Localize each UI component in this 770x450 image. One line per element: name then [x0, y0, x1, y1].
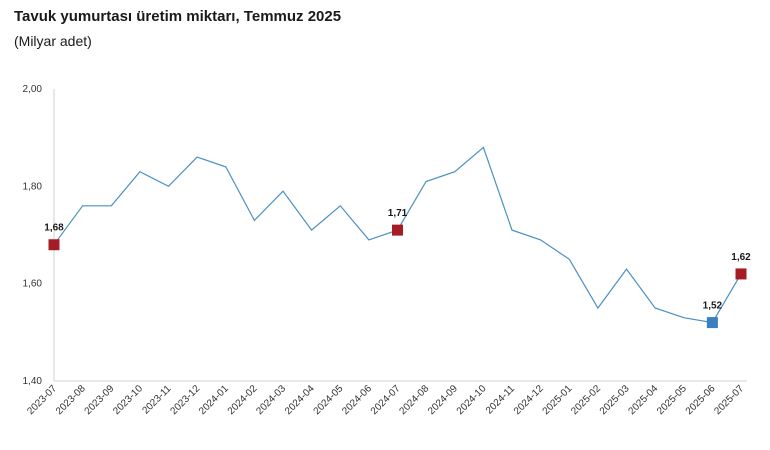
x-tick-label: 2023-09: [83, 383, 117, 417]
data-point-marker: [706, 317, 718, 329]
data-label: 1,52: [703, 301, 723, 312]
x-tick-label: 2023-08: [54, 383, 88, 417]
x-tick-label: 2023-07: [25, 383, 59, 417]
x-tick-label: 2024-02: [226, 383, 260, 417]
x-tick-label: 2025-05: [655, 383, 689, 417]
x-tick-label: 2024-09: [426, 383, 460, 417]
x-tick-label: 2023-10: [111, 383, 145, 417]
x-tick-label: 2025-07: [712, 383, 746, 417]
y-tick-label: 1,60: [23, 279, 43, 290]
x-tick-label: 2025-06: [684, 383, 718, 417]
y-tick-label: 1,40: [23, 376, 43, 387]
x-tick-label: 2024-10: [455, 383, 489, 417]
chart-title: Tavuk yumurtası üretim miktarı, Temmuz 2…: [14, 8, 342, 25]
x-tick-label: 2025-01: [541, 383, 575, 417]
x-tick-label: 2024-01: [197, 383, 231, 417]
x-tick-label: 2024-05: [312, 383, 346, 417]
x-tick-label: 2025-02: [569, 383, 603, 417]
data-label: 1,71: [388, 208, 408, 219]
x-tick-label: 2023-12: [169, 383, 203, 417]
x-tick-label: 2024-06: [340, 383, 374, 417]
x-tick-label: 2024-12: [512, 383, 546, 417]
x-tick-label: 2023-11: [140, 383, 174, 417]
y-tick-label: 2,00: [23, 84, 43, 95]
data-point-marker: [48, 239, 60, 251]
data-label: 1,62: [731, 252, 751, 263]
y-tick-label: 1,80: [23, 181, 43, 192]
data-label: 1,68: [44, 223, 64, 234]
x-tick-label: 2025-03: [598, 383, 632, 417]
x-tick-label: 2024-11: [484, 383, 518, 417]
x-tick-label: 2024-07: [369, 383, 403, 417]
x-tick-label: 2024-04: [283, 383, 317, 417]
data-point-marker: [735, 268, 747, 280]
x-tick-label: 2024-08: [398, 383, 432, 417]
chart-subtitle: (Milyar adet): [14, 33, 92, 49]
x-tick-label: 2024-03: [254, 383, 288, 417]
x-tick-label: 2025-04: [627, 383, 661, 417]
data-point-marker: [392, 224, 403, 236]
